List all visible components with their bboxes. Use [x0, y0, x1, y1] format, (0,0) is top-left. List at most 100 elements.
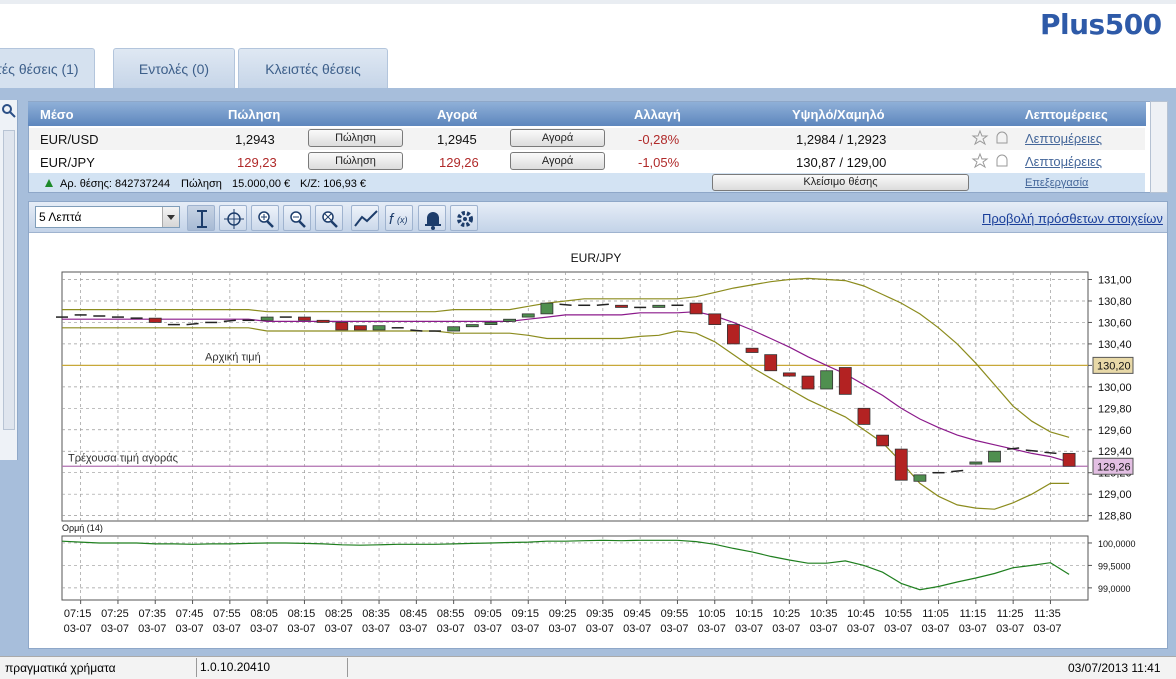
candle [838, 367, 852, 395]
candle [1007, 447, 1020, 450]
x-tick-label: 08:55 [437, 608, 465, 620]
x-tick-date: 03-07 [548, 623, 576, 635]
x-tick-date: 03-07 [325, 623, 353, 635]
candle [148, 317, 162, 323]
candle [615, 304, 628, 308]
candle [1062, 452, 1076, 467]
x-tick-date: 03-07 [623, 623, 651, 635]
x-tick-date: 03-07 [921, 623, 949, 635]
position-side: Πώληση [181, 178, 222, 190]
buy-button[interactable]: Αγορά [510, 152, 605, 170]
tool-button[interactable] [187, 205, 215, 231]
moving-average [62, 311, 1070, 463]
candle [782, 372, 796, 377]
x-tick-label: 09:45 [623, 608, 651, 620]
x-tick-date: 03-07 [64, 623, 92, 635]
version-text: 1.0.10.20410 [200, 660, 271, 674]
svg-text:f: f [389, 211, 395, 228]
x-tick-label: 08:35 [362, 608, 390, 620]
column-header: Υψηλό/Χαμηλό [792, 107, 885, 122]
y-tick-label: 99,0000 [1098, 584, 1131, 594]
x-tick-label: 11:35 [1034, 608, 1061, 620]
details-link[interactable]: Λεπτομέρειες [1025, 131, 1103, 146]
candle [596, 303, 609, 307]
x-tick-label: 08:15 [288, 608, 316, 620]
x-tick-date: 03-07 [250, 623, 278, 635]
candle [1025, 449, 1038, 452]
x-tick-label: 08:05 [250, 608, 278, 620]
x-tick-label: 10:55 [884, 608, 912, 620]
sell-button[interactable]: Πώληση [308, 129, 403, 147]
x-tick-date: 03-07 [175, 623, 203, 635]
x-tick-label: 11:05 [922, 608, 949, 620]
tool-button[interactable] [283, 205, 311, 231]
tab[interactable]: τές θέσεις (1) [0, 48, 95, 88]
candle [727, 324, 740, 345]
x-tick-date: 03-07 [884, 623, 912, 635]
top-edge [0, 0, 1176, 4]
candle [969, 461, 983, 465]
x-tick-label: 07:25 [101, 608, 129, 620]
tool-button[interactable] [351, 205, 379, 231]
candle [1044, 451, 1057, 455]
candle [447, 326, 461, 332]
x-tick-date: 03-07 [213, 623, 241, 635]
tab[interactable]: Εντολές (0) [113, 48, 235, 88]
x-tick-date: 03-07 [959, 623, 987, 635]
indicator-title: Ορμή (14) [62, 523, 103, 533]
instrument: EUR/JPY [40, 155, 95, 170]
reference-box [1092, 356, 1134, 374]
candle [298, 316, 311, 321]
search-icon[interactable] [0, 100, 18, 122]
candle [913, 474, 927, 482]
x-tick-date: 03-07 [474, 623, 502, 635]
tool-button[interactable] [418, 205, 446, 231]
candle [894, 448, 908, 481]
table-header [28, 102, 1146, 126]
x-tick-date: 03-07 [996, 623, 1024, 635]
scrollbar[interactable] [3, 130, 15, 430]
tool-button[interactable] [251, 205, 279, 231]
status-version: 1.0.10.20410 [196, 658, 348, 677]
candle [951, 469, 964, 473]
period-select[interactable]: 5 Λεπτά [35, 206, 180, 228]
more-link[interactable]: Προβολή πρόσθετων στοιχείων [982, 211, 1163, 226]
candle [801, 375, 815, 390]
sell-price: 1,2943 [235, 132, 275, 147]
y-tick-label: 129,40 [1098, 446, 1132, 458]
candle [223, 319, 236, 323]
tab[interactable]: Κλειστές θέσεις [238, 48, 388, 88]
buy-button[interactable]: Αγορά [510, 129, 605, 147]
status-datetime: 03/07/2013 11:41 [1068, 661, 1161, 675]
column-header: Αγορά [437, 107, 478, 122]
candle [335, 322, 349, 331]
table-scrollbar[interactable] [1150, 101, 1168, 193]
x-tick-date: 03-07 [399, 623, 427, 635]
x-tick-label: 10:35 [810, 608, 838, 620]
row-icons[interactable] [970, 128, 1010, 172]
tool-button[interactable]: f (x) [385, 205, 413, 231]
y-tick-label: 99,5000 [1098, 561, 1131, 571]
tool-button[interactable] [450, 205, 478, 231]
details-link[interactable]: Λεπτομέρειες [1025, 154, 1103, 169]
x-tick-date: 03-07 [586, 623, 614, 635]
y-tick-label: 131,00 [1098, 275, 1132, 287]
upper-band [62, 277, 1070, 438]
close-position-button[interactable]: Κλείσιμο θέσης [712, 174, 969, 191]
tool-button[interactable] [219, 205, 247, 231]
tool-button[interactable] [315, 205, 343, 231]
x-tick-label: 10:45 [847, 608, 875, 620]
sell-button[interactable]: Πώληση [308, 152, 403, 170]
edit-link[interactable]: Επεξεργασία [1025, 177, 1089, 189]
status-mode: πραγματικά χρήματα [5, 661, 116, 675]
candle [484, 322, 498, 325]
reference-value: 129,26 [1097, 461, 1131, 473]
x-tick-label: 10:05 [698, 608, 726, 620]
buy-price: 129,26 [439, 155, 479, 170]
candle [410, 329, 423, 332]
candle [745, 347, 759, 353]
x-tick-date: 03-07 [772, 623, 800, 635]
select-arrow[interactable] [162, 207, 179, 227]
candle [652, 304, 666, 308]
